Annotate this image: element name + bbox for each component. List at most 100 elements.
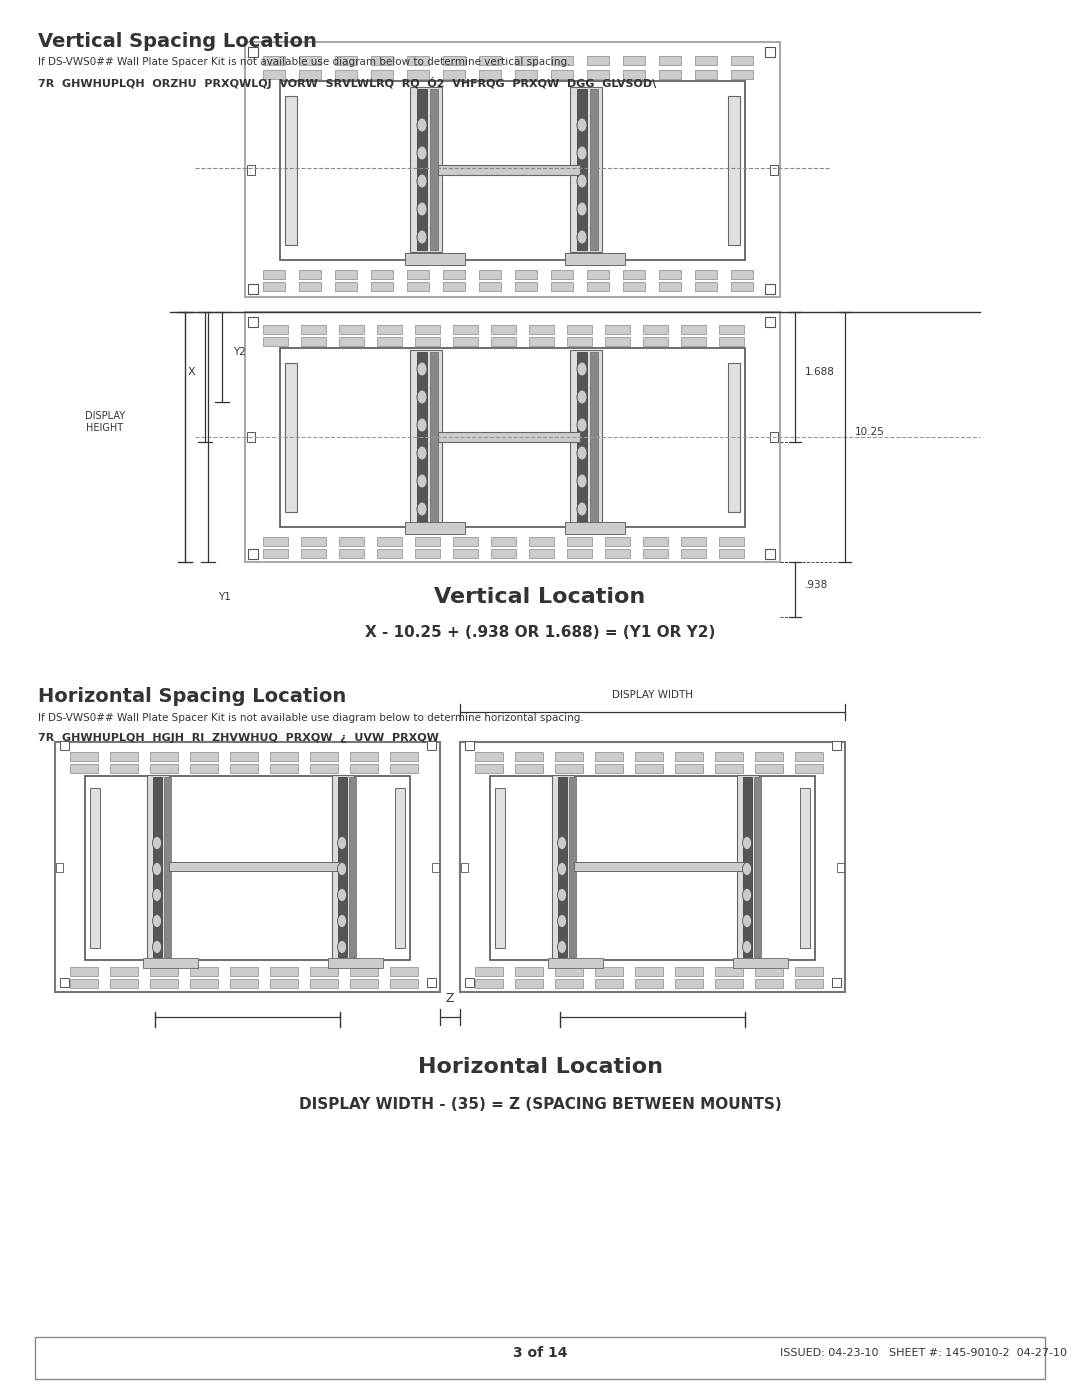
Bar — [427, 740, 436, 750]
Bar — [733, 958, 788, 968]
Bar — [567, 549, 592, 557]
Bar — [55, 742, 440, 992]
Bar — [310, 967, 338, 977]
Ellipse shape — [152, 915, 162, 928]
Bar — [248, 284, 258, 293]
Bar — [567, 326, 592, 334]
Bar — [335, 70, 357, 80]
Ellipse shape — [417, 147, 427, 161]
Bar — [350, 979, 378, 988]
Bar — [491, 337, 516, 346]
Bar — [515, 752, 543, 761]
Bar — [395, 788, 405, 949]
Bar — [800, 788, 810, 949]
Bar — [415, 549, 440, 557]
Bar — [475, 967, 503, 977]
Bar — [475, 764, 503, 773]
Bar — [515, 967, 543, 977]
Bar — [70, 764, 98, 773]
Bar — [310, 752, 338, 761]
Ellipse shape — [557, 862, 567, 876]
Bar — [443, 270, 465, 279]
Bar — [335, 270, 357, 279]
Bar — [480, 56, 501, 66]
Bar — [715, 752, 743, 761]
Ellipse shape — [152, 837, 162, 849]
Bar — [590, 352, 598, 522]
Bar — [635, 764, 663, 773]
Bar — [595, 967, 623, 977]
Ellipse shape — [557, 915, 567, 928]
Bar — [529, 536, 554, 546]
Text: Z: Z — [446, 992, 455, 1004]
Bar — [299, 70, 321, 80]
Bar — [417, 89, 427, 250]
Bar — [490, 775, 815, 960]
Bar — [588, 56, 609, 66]
Bar — [143, 958, 198, 968]
Text: 7R  GHWHUPLQH  ORZHU  PRXQWLQJ  VORW  SRVLWLRQ  RQ  Ó2  VHFRQG  PRXQW  DGG  GLVS: 7R GHWHUPLQH ORZHU PRXQWLQJ VORW SRVLWLR… — [38, 77, 657, 89]
Ellipse shape — [417, 117, 427, 131]
Bar — [438, 165, 580, 175]
Bar — [837, 863, 843, 872]
Text: Horizontal Spacing Location: Horizontal Spacing Location — [38, 687, 347, 705]
Bar — [415, 337, 440, 346]
Bar — [770, 165, 778, 175]
Bar — [643, 337, 669, 346]
Bar — [230, 764, 258, 773]
Bar — [681, 549, 706, 557]
Bar — [377, 549, 402, 557]
Bar — [299, 282, 321, 291]
Bar — [310, 764, 338, 773]
Bar — [659, 70, 681, 80]
Bar — [150, 764, 178, 773]
Bar — [190, 764, 218, 773]
Bar — [110, 764, 138, 773]
Ellipse shape — [557, 837, 567, 849]
Ellipse shape — [337, 837, 347, 849]
Bar — [430, 352, 438, 522]
Bar — [372, 282, 393, 291]
Text: DISPLAY WIDTH - (35) = Z (SPACING BETWEEN MOUNTS): DISPLAY WIDTH - (35) = Z (SPACING BETWEE… — [299, 1097, 781, 1112]
Ellipse shape — [152, 888, 162, 901]
Bar — [190, 979, 218, 988]
Bar — [301, 326, 326, 334]
Bar — [551, 56, 573, 66]
Bar — [719, 326, 744, 334]
Ellipse shape — [417, 175, 427, 189]
Bar — [377, 326, 402, 334]
Bar — [555, 752, 583, 761]
Text: Y2: Y2 — [233, 346, 246, 358]
Bar — [247, 432, 255, 441]
Text: ISSUED: 04-23-10   SHEET #: 145-9010-2  04-27-10: ISSUED: 04-23-10 SHEET #: 145-9010-2 04-… — [780, 1348, 1067, 1358]
Bar — [595, 752, 623, 761]
Bar — [453, 549, 478, 557]
Bar — [70, 752, 98, 761]
Bar — [795, 979, 823, 988]
Bar — [731, 270, 753, 279]
Bar — [410, 351, 442, 524]
Bar — [264, 70, 285, 80]
Text: DISPLAY WIDTH: DISPLAY WIDTH — [611, 690, 692, 700]
Ellipse shape — [557, 888, 567, 901]
Bar — [407, 282, 429, 291]
Bar — [350, 764, 378, 773]
Bar — [605, 549, 630, 557]
Ellipse shape — [577, 203, 588, 217]
Bar — [230, 979, 258, 988]
Ellipse shape — [577, 231, 588, 244]
Bar — [443, 282, 465, 291]
Ellipse shape — [557, 940, 567, 954]
Bar — [264, 270, 285, 279]
Ellipse shape — [417, 231, 427, 244]
Bar — [264, 337, 288, 346]
Bar — [515, 56, 537, 66]
Bar — [270, 752, 298, 761]
Bar — [475, 752, 503, 761]
Bar — [407, 56, 429, 66]
Bar — [696, 270, 717, 279]
Bar — [432, 863, 438, 872]
Bar — [623, 70, 645, 80]
Bar — [415, 326, 440, 334]
Text: If DS-VWS0## Wall Plate Spacer Kit is not available use diagram below to determi: If DS-VWS0## Wall Plate Spacer Kit is no… — [38, 712, 584, 724]
